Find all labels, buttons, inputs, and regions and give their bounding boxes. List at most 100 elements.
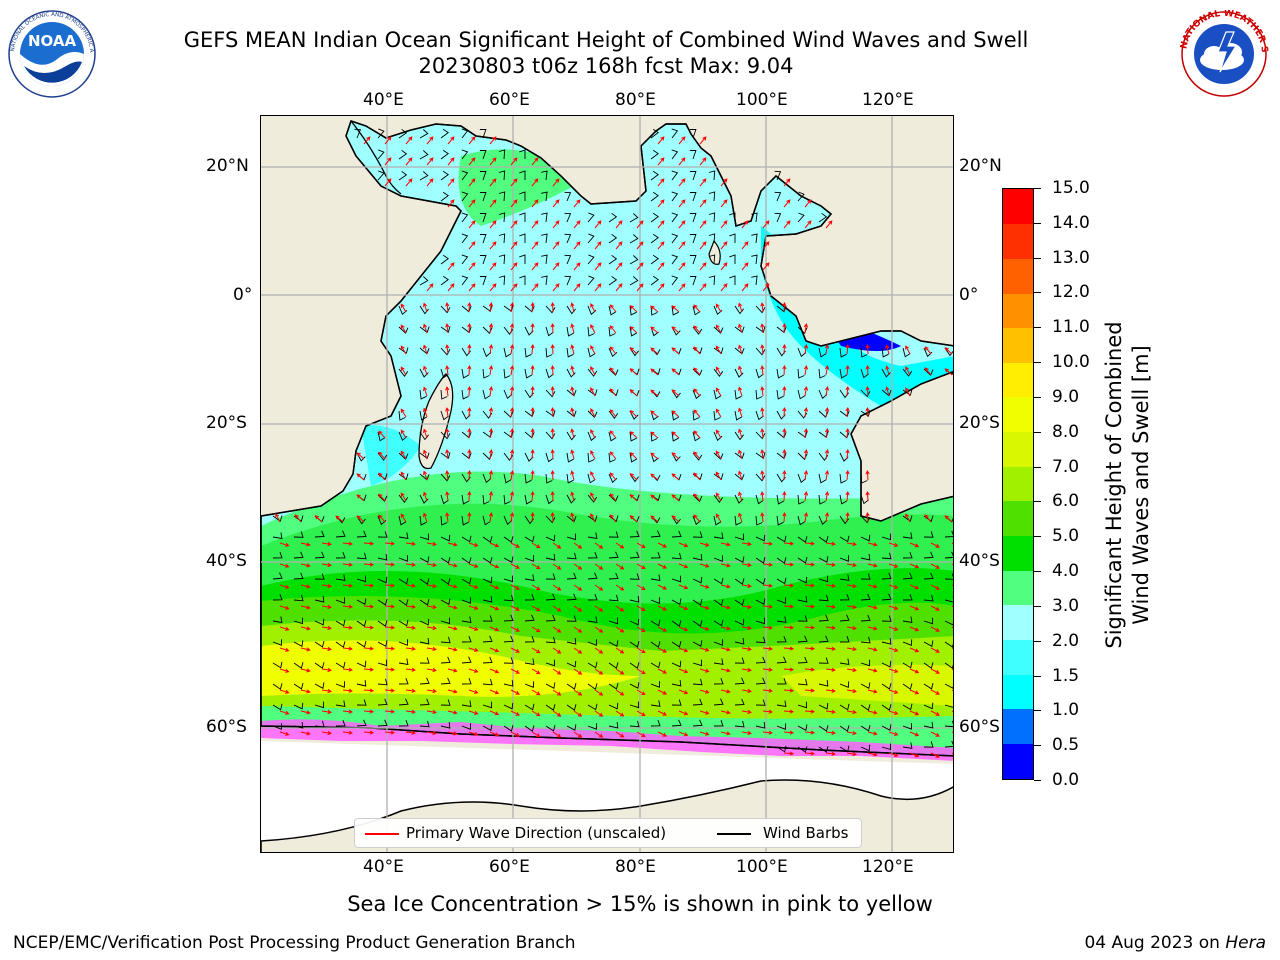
wind-barb	[314, 573, 325, 580]
wind-barb	[797, 595, 808, 603]
wind-barb	[881, 638, 892, 645]
wind-barb	[608, 617, 619, 625]
wave-direction-arrow	[678, 262, 686, 271]
wave-direction-arrow	[405, 583, 416, 588]
wind-barb	[461, 700, 472, 707]
wind-barb	[923, 662, 934, 669]
wave-direction-arrow	[804, 709, 816, 714]
wave-direction-arrow	[447, 710, 458, 715]
wind-barb	[944, 720, 953, 728]
wind-barb	[272, 723, 283, 730]
wave-direction-arrow	[636, 563, 646, 570]
wave-direction-arrow	[573, 563, 583, 570]
wind-barb	[692, 659, 703, 667]
wind-barb	[272, 616, 283, 623]
wind-barb	[776, 515, 784, 526]
wind-barb	[629, 551, 640, 559]
wind-barb	[860, 347, 868, 358]
wave-direction-arrow	[760, 302, 765, 313]
wind-barb	[440, 275, 449, 286]
wind-barb	[482, 576, 493, 584]
wave-direction-arrow	[426, 562, 437, 568]
wave-direction-arrow	[650, 431, 659, 439]
wind-barb	[335, 597, 346, 604]
wave-direction-arrow	[636, 689, 646, 696]
wind-barb	[440, 636, 451, 644]
wind-barb	[713, 368, 724, 377]
wave-direction-arrow	[741, 604, 752, 610]
wind-barb	[734, 598, 745, 606]
wave-direction-arrow	[467, 322, 472, 334]
wave-direction-arrow	[279, 731, 290, 736]
wind-barb	[629, 452, 638, 463]
wave-direction-arrow	[489, 605, 500, 611]
wave-direction-arrow	[426, 604, 437, 610]
wind-barb	[293, 662, 304, 669]
wave-direction-arrow	[488, 470, 494, 481]
wave-direction-arrow	[531, 731, 541, 738]
wave-direction-arrow	[378, 430, 386, 439]
wave-direction-arrow	[678, 241, 686, 250]
wind-barb	[629, 234, 639, 244]
wave-direction-arrow	[782, 406, 787, 418]
wind-barb	[671, 149, 679, 160]
wind-barb	[797, 656, 808, 664]
wave-direction-arrow	[888, 689, 899, 694]
wave-direction-arrow	[783, 667, 795, 672]
wind-barb	[734, 305, 744, 315]
wave-direction-arrow	[885, 386, 890, 397]
wave-direction-arrow	[363, 604, 375, 609]
wind-barb	[629, 213, 639, 223]
wave-direction-arrow	[594, 262, 602, 271]
wind-barb	[545, 682, 556, 689]
wave-direction-arrow	[400, 303, 407, 313]
wave-direction-arrow	[447, 731, 458, 736]
wind-barb	[713, 577, 724, 585]
wave-direction-arrow	[447, 584, 458, 589]
wind-barb	[356, 699, 367, 706]
wind-barb	[629, 255, 639, 265]
wind-barb	[650, 661, 661, 669]
wave-direction-arrow	[531, 689, 541, 696]
wave-direction-arrow	[321, 583, 332, 589]
wave-direction-arrow	[342, 646, 353, 651]
wind-barb	[776, 368, 784, 379]
wind-barb	[545, 573, 556, 580]
wave-direction-arrow	[405, 730, 416, 735]
wave-direction-arrow	[760, 407, 765, 418]
wave-direction-arrow	[738, 344, 743, 355]
wind-barb	[755, 494, 764, 505]
wind-barb	[944, 740, 953, 748]
wind-barb	[902, 661, 913, 669]
wave-direction-arrow	[846, 542, 857, 547]
wind-barb	[776, 745, 787, 753]
wave-direction-arrow	[762, 562, 773, 567]
wind-barb	[734, 410, 743, 421]
wave-direction-arrow	[804, 199, 812, 208]
wind-barb	[419, 410, 428, 421]
wave-direction-arrow	[467, 511, 472, 523]
wave-direction-arrow	[321, 730, 332, 736]
wave-direction-arrow	[488, 365, 494, 376]
wind-barb	[482, 515, 491, 526]
wind-barb	[272, 639, 283, 646]
wave-direction-arrow	[715, 429, 722, 439]
wind-barb	[440, 617, 451, 625]
wind-barb	[923, 702, 934, 710]
wind-barb	[818, 680, 829, 687]
wave-direction-arrow	[846, 626, 857, 631]
wave-direction-arrow	[636, 262, 644, 271]
wave-direction-arrow	[760, 323, 765, 334]
wind-barb	[461, 678, 472, 685]
wind-barb	[398, 577, 409, 585]
wind-barb	[713, 410, 721, 421]
wind-barb	[519, 254, 526, 264]
wave-direction-arrow	[804, 604, 816, 609]
wind-barb	[440, 556, 451, 564]
wind-barb	[944, 573, 953, 580]
wind-barb	[587, 616, 598, 623]
wind-barb	[587, 452, 595, 463]
wave-direction-arrow	[715, 471, 722, 481]
wave-direction-arrow	[363, 583, 375, 588]
wind-barb	[461, 577, 472, 585]
